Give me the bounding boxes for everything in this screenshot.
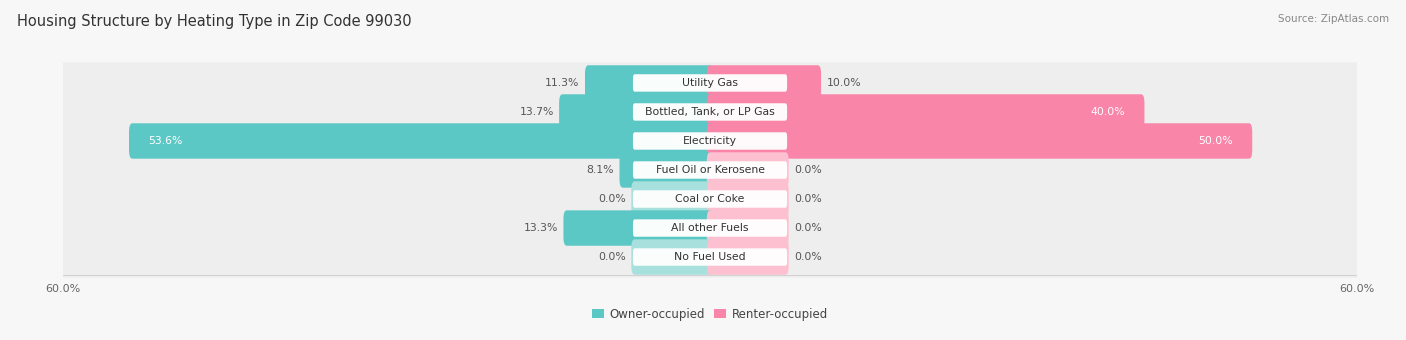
Text: Coal or Coke: Coal or Coke [675, 194, 745, 204]
FancyBboxPatch shape [633, 103, 787, 121]
FancyBboxPatch shape [633, 74, 787, 92]
FancyBboxPatch shape [560, 94, 713, 130]
FancyBboxPatch shape [631, 181, 713, 217]
Text: 0.0%: 0.0% [794, 223, 823, 233]
Text: 0.0%: 0.0% [598, 194, 626, 204]
FancyBboxPatch shape [55, 91, 1365, 133]
Text: Electricity: Electricity [683, 136, 737, 146]
Text: 13.7%: 13.7% [519, 107, 554, 117]
FancyBboxPatch shape [633, 219, 787, 237]
FancyBboxPatch shape [707, 65, 821, 101]
FancyBboxPatch shape [707, 123, 1253, 159]
Text: 13.3%: 13.3% [523, 223, 558, 233]
Text: 11.3%: 11.3% [546, 78, 579, 88]
FancyBboxPatch shape [129, 123, 713, 159]
Text: Source: ZipAtlas.com: Source: ZipAtlas.com [1278, 14, 1389, 23]
FancyBboxPatch shape [633, 190, 787, 208]
FancyBboxPatch shape [633, 161, 787, 179]
FancyBboxPatch shape [707, 210, 789, 246]
Text: Fuel Oil or Kerosene: Fuel Oil or Kerosene [655, 165, 765, 175]
Text: No Fuel Used: No Fuel Used [675, 252, 745, 262]
FancyBboxPatch shape [633, 248, 787, 266]
Text: 0.0%: 0.0% [794, 252, 823, 262]
Text: Utility Gas: Utility Gas [682, 78, 738, 88]
Text: 50.0%: 50.0% [1198, 136, 1233, 146]
FancyBboxPatch shape [55, 207, 1365, 249]
Text: 53.6%: 53.6% [149, 136, 183, 146]
Text: 0.0%: 0.0% [598, 252, 626, 262]
Text: Housing Structure by Heating Type in Zip Code 99030: Housing Structure by Heating Type in Zip… [17, 14, 412, 29]
Text: 40.0%: 40.0% [1091, 107, 1125, 117]
FancyBboxPatch shape [55, 62, 1365, 104]
Text: 10.0%: 10.0% [827, 78, 860, 88]
Text: 0.0%: 0.0% [794, 194, 823, 204]
FancyBboxPatch shape [55, 149, 1365, 191]
FancyBboxPatch shape [564, 210, 713, 246]
FancyBboxPatch shape [55, 120, 1365, 162]
FancyBboxPatch shape [707, 181, 789, 217]
Text: Bottled, Tank, or LP Gas: Bottled, Tank, or LP Gas [645, 107, 775, 117]
FancyBboxPatch shape [707, 94, 1144, 130]
FancyBboxPatch shape [55, 178, 1365, 220]
FancyBboxPatch shape [631, 239, 713, 275]
Text: All other Fuels: All other Fuels [671, 223, 749, 233]
FancyBboxPatch shape [633, 132, 787, 150]
Legend: Owner-occupied, Renter-occupied: Owner-occupied, Renter-occupied [592, 308, 828, 321]
FancyBboxPatch shape [585, 65, 713, 101]
FancyBboxPatch shape [620, 152, 713, 188]
Text: 0.0%: 0.0% [794, 165, 823, 175]
FancyBboxPatch shape [707, 239, 789, 275]
FancyBboxPatch shape [55, 236, 1365, 278]
FancyBboxPatch shape [707, 152, 789, 188]
Text: 8.1%: 8.1% [586, 165, 614, 175]
